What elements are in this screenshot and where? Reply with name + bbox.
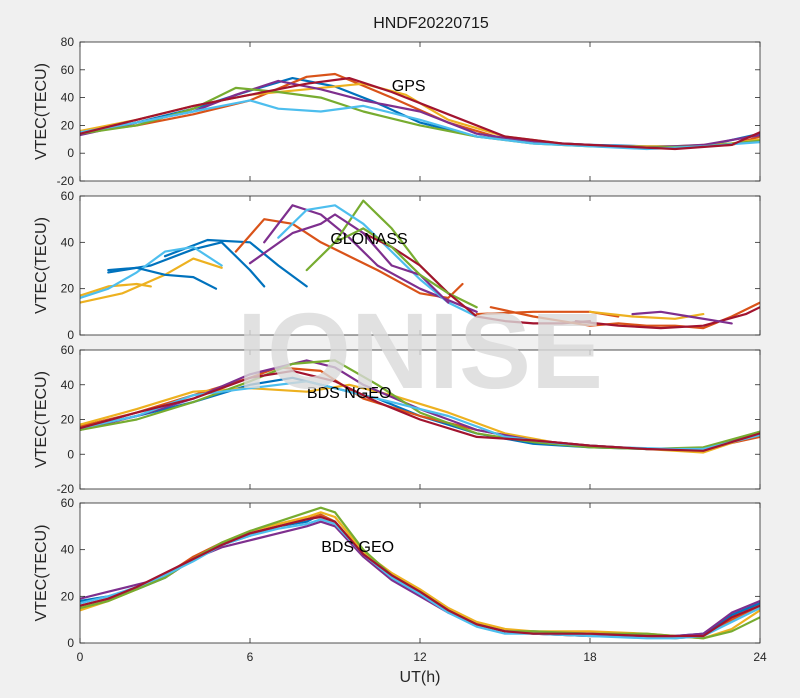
y-tick-label: 0 [67, 146, 74, 160]
series-line [80, 369, 760, 452]
watermark: IONISE [237, 290, 603, 411]
y-axis-label: VTEC(TECU) [33, 371, 50, 468]
x-tick-label: 12 [413, 650, 427, 664]
panel-label: GPS [392, 78, 426, 95]
series-line [80, 99, 760, 151]
y-tick-label: 40 [61, 235, 75, 249]
x-tick-label: 24 [753, 650, 767, 664]
plot-panels: -20 0 20 40 60 80 VTEC(TECU) GPS 0 20 40 60 VTEC(TEC… [33, 35, 761, 650]
y-tick-label: 80 [61, 35, 75, 49]
series-line [333, 227, 450, 295]
y-tick-label: -20 [57, 482, 75, 496]
panel-label: GLONASS [330, 231, 407, 248]
series-line [248, 213, 450, 304]
series-line [263, 204, 478, 313]
y-axis-label: VTEC(TECU) [33, 217, 50, 314]
chart-title: HNDF20220715 [373, 15, 489, 32]
y-tick-label: 40 [61, 543, 75, 557]
series-line [631, 310, 733, 325]
panel-2: 0 20 40 60 VTEC(TECU) GLONASS [33, 189, 761, 342]
x-tick-label: 18 [583, 650, 597, 664]
y-tick-label: 0 [67, 636, 74, 650]
panel-label: BDS NGEO [307, 385, 391, 402]
y-tick-label: 40 [61, 378, 75, 392]
series-line [80, 515, 760, 638]
y-tick-label: 0 [67, 447, 74, 461]
panel-label: BDS GEO [321, 539, 394, 556]
plot-area [80, 503, 760, 643]
y-tick-label: -20 [57, 174, 75, 188]
series-line [574, 306, 760, 330]
series-group [80, 199, 760, 330]
panel-1: -20 0 20 40 60 80 VTEC(TECU) GPS [33, 35, 761, 188]
series-group [80, 72, 760, 151]
x-axis: 0 6 12 18 24 [77, 650, 767, 664]
panel-4: 0 20 40 60 VTEC(TECU) BDS GEO [33, 496, 761, 650]
y-tick-label: 0 [67, 328, 74, 342]
x-tick-label: 6 [247, 650, 254, 664]
panel-3: -20 0 20 40 60 VTEC(TECU) BDS NGEO [33, 343, 761, 496]
y-tick-label: 60 [61, 189, 75, 203]
y-tick-label: 20 [61, 118, 75, 132]
series-group [80, 506, 760, 640]
series-group [80, 359, 760, 454]
series-line [80, 245, 223, 299]
y-tick-label: 20 [61, 282, 75, 296]
series-line [163, 238, 308, 288]
y-tick-label: 60 [61, 63, 75, 77]
y-tick-label: 60 [61, 496, 75, 510]
series-line [362, 232, 592, 325]
y-tick-label: 20 [61, 413, 75, 427]
y-tick-label: 40 [61, 91, 75, 105]
y-axis-label: VTEC(TECU) [33, 525, 50, 622]
series-line [107, 266, 218, 290]
y-tick-label: 60 [61, 343, 75, 357]
series-line [80, 76, 760, 151]
y-axis-label: VTEC(TECU) [33, 63, 50, 160]
y-tick-label: 20 [61, 589, 75, 603]
x-tick-label: 0 [77, 650, 84, 664]
x-axis-label: UT(h) [400, 669, 441, 686]
